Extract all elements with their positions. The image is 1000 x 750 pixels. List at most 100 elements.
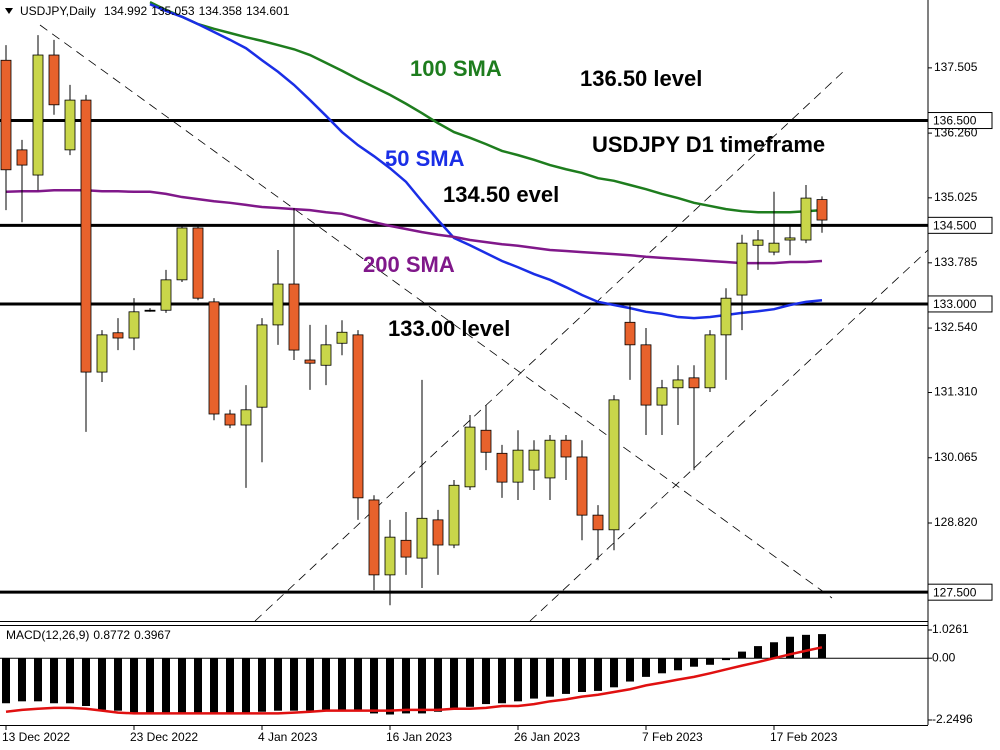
macd-bar — [610, 658, 618, 688]
candle-body — [432, 519, 444, 546]
trend-line — [529, 249, 928, 621]
candle-body — [704, 334, 716, 389]
macd-bar — [18, 658, 26, 702]
macd-bar — [562, 658, 570, 694]
signal-line — [5, 646, 823, 715]
close-value: 134.601 — [246, 4, 290, 18]
macd-value: 0.8772 — [93, 628, 130, 642]
y-tick-label: 1.0261 — [932, 622, 969, 636]
candle-body — [352, 334, 364, 499]
candle-body — [16, 149, 28, 166]
candle-body — [224, 413, 236, 426]
candle-body — [640, 344, 652, 406]
level-label: 133.000 — [933, 297, 977, 311]
y-tick-label: 128.820 — [934, 515, 978, 529]
macd-bar — [34, 658, 42, 702]
macd-bar — [130, 658, 138, 714]
menu-icon — [5, 8, 13, 14]
macd-bar — [178, 658, 186, 714]
candle-body — [528, 449, 540, 471]
macd-pane — [0, 634, 928, 715]
macd-bar — [594, 658, 602, 691]
macd-title: MACD(12,26,9) — [6, 628, 89, 642]
annotation: 136.50 level — [580, 66, 702, 91]
candle-body — [816, 199, 828, 221]
candle-body — [752, 239, 764, 246]
macd-bar — [114, 658, 122, 711]
macd-bar — [738, 651, 746, 659]
macd-bar — [514, 658, 522, 702]
candle-body — [176, 227, 188, 281]
candle-body — [160, 279, 172, 311]
annotation: 133.00 level — [388, 316, 510, 341]
macd-bar — [482, 658, 490, 705]
symbol-title: USDJPY,Daily — [20, 4, 96, 18]
macd-bar — [242, 658, 250, 714]
macd-bar — [626, 658, 634, 682]
candle-body — [128, 311, 140, 339]
candle-body — [624, 321, 636, 346]
overlay: 137.505136.260135.025133.785132.540131.3… — [2, 56, 993, 744]
macd-bar — [274, 658, 282, 711]
sma-label: 200 SMA — [363, 252, 455, 277]
annotation: 134.50 evel — [443, 182, 559, 207]
macd-bar — [818, 634, 826, 659]
macd-bar — [82, 658, 90, 706]
trend-line — [39, 24, 833, 599]
high-value: 135.053 — [151, 4, 195, 18]
candle-body — [496, 452, 508, 483]
macd-bar — [2, 658, 10, 704]
macd-bar — [370, 658, 378, 714]
x-tick-label: 17 Feb 2023 — [770, 730, 838, 744]
candle-body — [736, 242, 748, 296]
macd-bar — [642, 658, 650, 677]
macd-bar — [258, 658, 266, 712]
y-tick-label: 130.065 — [934, 450, 978, 464]
macd-bar — [546, 658, 554, 697]
macd-bar — [50, 658, 58, 704]
macd-bar — [162, 658, 170, 715]
candle-body — [480, 429, 492, 453]
candle-body — [192, 227, 204, 299]
macd-bar — [434, 658, 442, 712]
candle-body — [288, 283, 300, 351]
macd-bar — [690, 658, 698, 667]
candle-body — [272, 283, 284, 326]
level-label: 134.500 — [933, 219, 977, 233]
trend-lines — [39, 24, 928, 621]
sma-label: 100 SMA — [410, 56, 502, 81]
macd-bar — [786, 636, 794, 659]
y-tick-label: 135.025 — [934, 190, 978, 204]
x-tick-label: 23 Dec 2022 — [130, 730, 198, 744]
macd-header: MACD(12,26,9) 0.8772 0.3967 — [6, 628, 171, 642]
candle-body — [464, 426, 476, 488]
macd-bar — [674, 658, 682, 671]
level-label: 127.500 — [933, 585, 977, 599]
candle-body — [400, 539, 412, 558]
candle-body — [416, 517, 428, 559]
macd-bar — [194, 658, 202, 713]
signal-value: 0.3967 — [134, 628, 171, 642]
macd-bar — [66, 658, 74, 704]
macd-bar — [466, 658, 474, 707]
y-tick-label: 132.540 — [934, 320, 978, 334]
macd-bar — [802, 634, 810, 659]
candle-body — [48, 54, 60, 106]
candle-body — [368, 499, 380, 576]
candle-body — [672, 379, 684, 389]
macd-bar — [578, 658, 586, 692]
macd-bar — [146, 658, 154, 714]
candle-body — [64, 99, 76, 151]
candle-body — [448, 484, 460, 546]
macd-bar — [338, 658, 346, 710]
macd-bar — [306, 658, 314, 711]
y-tick-label: -2.2496 — [932, 712, 973, 726]
candle-body — [208, 301, 220, 415]
x-tick-label: 7 Feb 2023 — [642, 730, 703, 744]
sma-label: 50 SMA — [385, 146, 465, 171]
price-pane — [0, 0, 928, 606]
macd-bar — [658, 658, 666, 674]
candle-body — [320, 344, 332, 366]
candle-body — [512, 449, 524, 483]
